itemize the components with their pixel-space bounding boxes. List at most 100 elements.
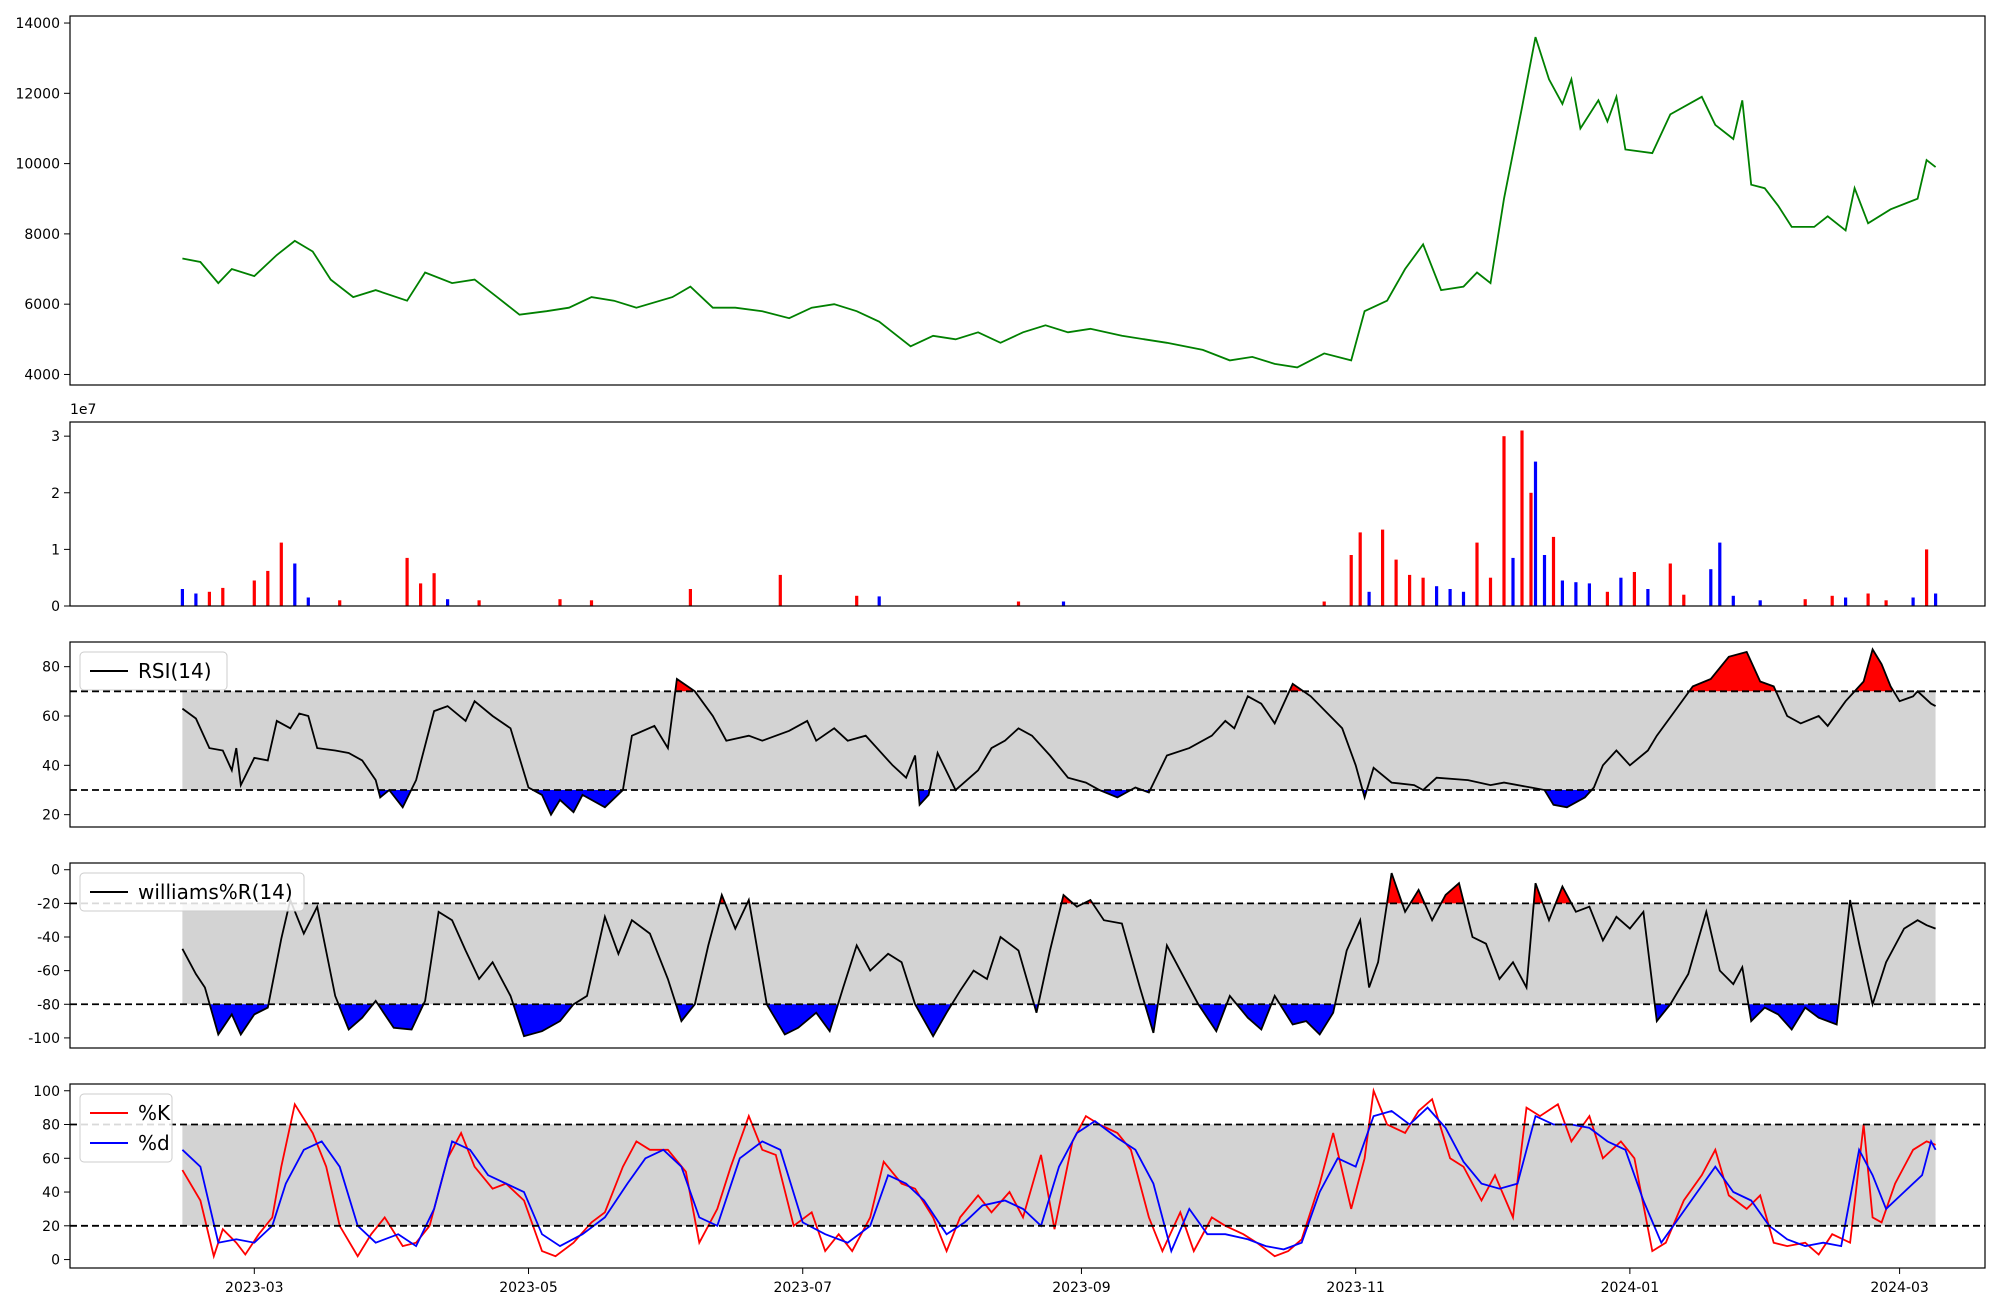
volume-bar [1758, 600, 1762, 606]
oversold-fill [1144, 1004, 1158, 1033]
volume-bar [477, 600, 481, 606]
volume-bar [877, 596, 881, 606]
oversold-fill [513, 1004, 574, 1037]
y-tick-label: 100 [33, 1084, 60, 1100]
oversold-fill [1198, 1004, 1227, 1032]
y-tick-label: 14000 [15, 16, 60, 32]
volume-bar [1448, 589, 1452, 606]
y-tick-label: 3 [51, 429, 60, 445]
volume-bar [306, 597, 310, 606]
overbought-fill [1410, 889, 1425, 904]
volume-bar [1718, 542, 1722, 606]
volume-bar [405, 557, 409, 606]
price-panel: 4000 6000 8000 10000 12000 14000 [15, 15, 1986, 386]
oversold-fill [1236, 1004, 1272, 1030]
volume-bar [688, 589, 692, 606]
y-tick-label: 80 [42, 660, 60, 676]
legend-label: williams%R(14) [138, 880, 293, 904]
volume-bar [1866, 593, 1870, 606]
legend-box [79, 651, 228, 691]
panel-frame [69, 421, 1986, 607]
neutral-band [182, 903, 1936, 1005]
volume-bar [1488, 577, 1493, 606]
volume-bar [1520, 430, 1524, 606]
oversold-fill [338, 1004, 373, 1030]
x-tick-label: 2023-03 [225, 1280, 284, 1296]
y-tick-label: 6000 [24, 297, 60, 313]
y-tick-label: 0 [51, 863, 60, 879]
oversold-fill [1280, 1004, 1335, 1035]
overbought-fill [1689, 651, 1776, 692]
volume-bar [855, 595, 859, 606]
oversold-fill [1099, 790, 1131, 798]
volume-bar [1830, 595, 1834, 606]
y-tick-label: 60 [42, 1151, 60, 1167]
y-tick-label: -80 [37, 997, 60, 1013]
legend-label: %K [138, 1101, 171, 1125]
volume-bar [1560, 580, 1564, 606]
volume-bar [419, 583, 423, 606]
volume-bar [1803, 599, 1807, 606]
stochastic-panel: 0 20 40 60 80 100 2023-03 2023-05 2023-07 2023-09… [33, 1083, 1986, 1296]
panel-frame [69, 862, 1986, 1049]
x-tick-label: 2023-11 [1326, 1280, 1385, 1296]
volume-bar [1502, 436, 1506, 606]
oversold-fill [915, 1004, 952, 1037]
y-tick-label: 4000 [24, 367, 60, 383]
y-tick-label: 60 [42, 709, 60, 725]
volume-bar [180, 589, 184, 606]
volume-bar [207, 591, 211, 606]
volume-bar [1934, 593, 1938, 606]
volume-bar [1511, 557, 1515, 606]
volume-bar [1925, 549, 1929, 606]
panel-frame [69, 641, 1986, 828]
volume-bar [1551, 536, 1556, 606]
y-tick-label: -60 [37, 964, 60, 980]
oversold-fill [209, 1004, 269, 1035]
volume-bar [1421, 577, 1425, 606]
volume-bar [252, 580, 256, 606]
d-line [181, 1106, 1937, 1254]
legend-box [79, 872, 305, 912]
volume-bar [1668, 563, 1672, 606]
y-tick-label: 0 [51, 1253, 60, 1269]
y-tick-label: -20 [37, 896, 60, 912]
legend-label: %d [138, 1131, 170, 1155]
volume-bar [446, 599, 450, 606]
volume-bar [1435, 586, 1439, 606]
y-tick-label: 2 [51, 486, 60, 502]
y-tick-label: 20 [42, 808, 60, 824]
oversold-fill [1544, 790, 1592, 808]
volume-bar [1016, 601, 1021, 606]
volume-bar [266, 570, 270, 606]
oversold-fill [377, 1004, 424, 1030]
volume-bar [1529, 492, 1533, 606]
overbought-fill [1441, 883, 1465, 904]
volume-panel: 0 1 2 3 1e7 [51, 402, 1986, 615]
volume-bar [1587, 583, 1591, 606]
y-tick-label: 8000 [24, 227, 60, 243]
volume-bar [1632, 572, 1636, 606]
volume-bar [1322, 601, 1326, 606]
y-tick-label: 20 [42, 1219, 60, 1235]
volume-bar [279, 542, 283, 606]
neutral-band [182, 691, 1936, 790]
rsi-panel: 20 40 60 80 RSI(14) [42, 641, 1986, 828]
volume-bar [338, 600, 342, 606]
volume-bar [1542, 555, 1547, 606]
volume-bar [194, 593, 198, 606]
volume-bar [558, 599, 562, 606]
volume-bar [1682, 594, 1686, 606]
legend-box [79, 1093, 173, 1163]
x-tick-label: 2024-01 [1601, 1280, 1660, 1296]
y-tick-label: -100 [28, 1031, 60, 1047]
price-line [182, 36, 1937, 369]
y-tick-label: 40 [42, 758, 60, 774]
volume-bar [1461, 591, 1466, 606]
volume-bar [778, 574, 782, 606]
volume-bar [1605, 591, 1609, 606]
legend-label: RSI(14) [138, 659, 212, 683]
x-tick-label: 2023-05 [499, 1280, 558, 1296]
x-tick-label: 2024-03 [1870, 1280, 1929, 1296]
